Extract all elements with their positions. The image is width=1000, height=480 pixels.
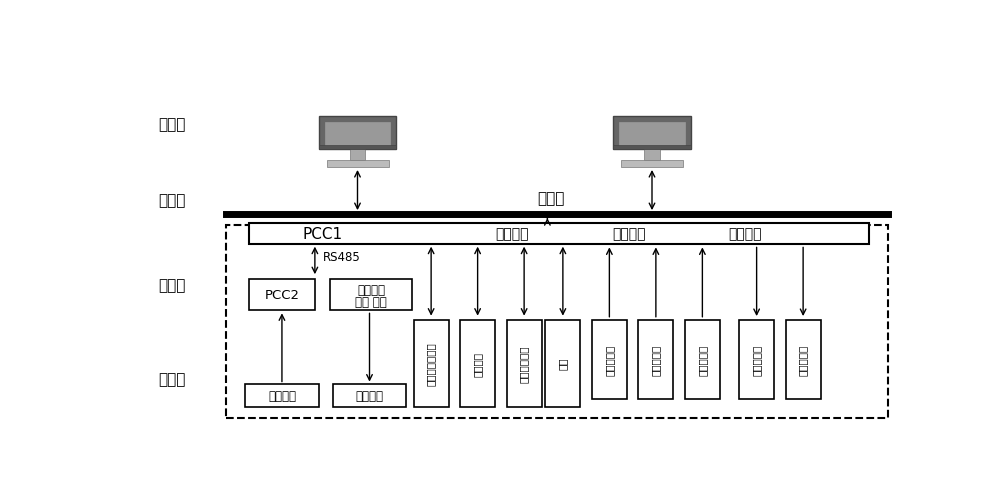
Bar xyxy=(613,145,691,150)
Bar xyxy=(333,384,406,407)
Bar xyxy=(786,320,821,399)
Text: 水位测控: 水位测控 xyxy=(473,351,483,376)
Text: 模拟量输出: 模拟量输出 xyxy=(798,344,808,375)
Bar xyxy=(644,149,660,161)
Text: 输出信号: 输出信号 xyxy=(356,389,384,402)
Bar xyxy=(226,226,888,418)
Text: 转速测速装置: 转速测速装置 xyxy=(519,345,529,382)
Bar xyxy=(621,160,683,168)
Bar xyxy=(350,149,365,161)
Bar xyxy=(507,320,542,407)
Bar xyxy=(325,123,390,147)
Text: 网络层: 网络层 xyxy=(158,192,185,207)
Text: 调速 同期: 调速 同期 xyxy=(355,296,387,309)
Text: 输入信号: 输入信号 xyxy=(268,389,296,402)
Text: 温度巡检: 温度巡检 xyxy=(728,227,762,241)
Text: 站控层: 站控层 xyxy=(158,117,185,132)
Bar xyxy=(739,320,774,399)
Text: 开关量输入: 开关量输入 xyxy=(604,344,614,375)
Text: 过程层: 过程层 xyxy=(158,372,185,386)
Bar xyxy=(414,320,449,407)
Text: 其他: 其他 xyxy=(558,357,568,370)
Text: 励磁调节: 励磁调节 xyxy=(357,283,385,296)
Bar xyxy=(592,320,627,399)
Bar xyxy=(319,117,396,150)
Text: 模拟量输入: 模拟量输入 xyxy=(697,344,707,375)
Bar xyxy=(330,279,412,311)
Bar xyxy=(249,224,869,244)
Bar xyxy=(249,279,315,311)
Text: 脉冲量输入: 脉冲量输入 xyxy=(651,344,661,375)
Bar xyxy=(245,384,319,407)
Text: 以太网: 以太网 xyxy=(538,191,565,205)
Text: 顺序控制: 顺序控制 xyxy=(496,227,529,241)
Text: 开关量输出: 开关量输出 xyxy=(752,344,762,375)
Bar xyxy=(326,160,388,168)
Bar xyxy=(638,320,673,399)
Text: 发电机保护装置: 发电机保护装置 xyxy=(426,342,436,385)
Bar xyxy=(545,320,580,407)
Text: PCC1: PCC1 xyxy=(303,227,343,241)
Text: 水机保护: 水机保护 xyxy=(612,227,646,241)
Bar xyxy=(619,123,685,147)
Bar xyxy=(613,117,691,150)
Text: RS485: RS485 xyxy=(323,251,360,264)
Bar xyxy=(685,320,720,399)
Bar xyxy=(460,320,495,407)
Text: 间隔层: 间隔层 xyxy=(158,277,185,292)
Text: PCC2: PCC2 xyxy=(264,288,299,301)
Bar xyxy=(319,145,396,150)
